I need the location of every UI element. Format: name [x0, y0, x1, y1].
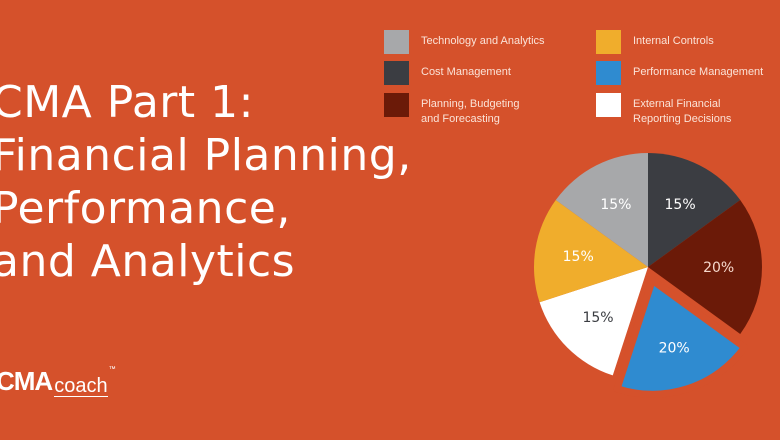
pie-slice [539, 267, 648, 376]
logo-tm: ™ [108, 366, 116, 373]
legend-swatch [384, 30, 409, 54]
pie-slice [533, 199, 648, 303]
cmacoach-logo: CMA coach ™ [0, 366, 116, 397]
legend-swatch [596, 30, 621, 54]
logo-cma: CMA [0, 366, 53, 396]
pie-slice [648, 153, 741, 267]
legend-swatch [596, 93, 621, 117]
page-title: CMA Part 1: Financial Planning, Performa… [0, 76, 412, 288]
legend-item: Cost Management [384, 61, 511, 85]
legend-swatch [384, 93, 409, 117]
logo-coach: coach [54, 375, 108, 397]
title-line: Performance, [0, 183, 291, 234]
legend-item: Internal Controls [596, 30, 714, 54]
title-line: Financial Planning, [0, 130, 412, 181]
slice-label: 20% [703, 260, 734, 276]
slice-label: 15% [582, 310, 613, 326]
legend-label: External Financial Reporting Decisions [633, 98, 732, 125]
legend-item: Performance Management [596, 61, 763, 85]
pie-slice [555, 153, 648, 267]
legend-item: Planning, Budgeting and Forecasting [384, 93, 534, 127]
title-line: and Analytics [0, 236, 296, 287]
slice-label: 20% [659, 341, 690, 357]
legend-label: Performance Management [633, 66, 764, 78]
slice-label: 15% [665, 197, 696, 213]
legend-label: Cost Management [421, 66, 511, 78]
legend-swatch [384, 61, 409, 85]
legend-item: Technology and Analytics [384, 30, 545, 54]
slice-label: 15% [563, 249, 594, 265]
pie-slice [648, 199, 762, 335]
pie-slice [613, 276, 749, 398]
legend-label: Technology and Analytics [421, 35, 545, 47]
legend-label: Internal Controls [633, 35, 714, 47]
legend-label: Planning, Budgeting and Forecasting [421, 98, 520, 125]
slice-label: 15% [600, 197, 631, 213]
title-line: CMA Part 1: [0, 77, 254, 128]
legend-swatch [596, 61, 621, 85]
legend-item: External Financial Reporting Decisions [596, 93, 756, 127]
